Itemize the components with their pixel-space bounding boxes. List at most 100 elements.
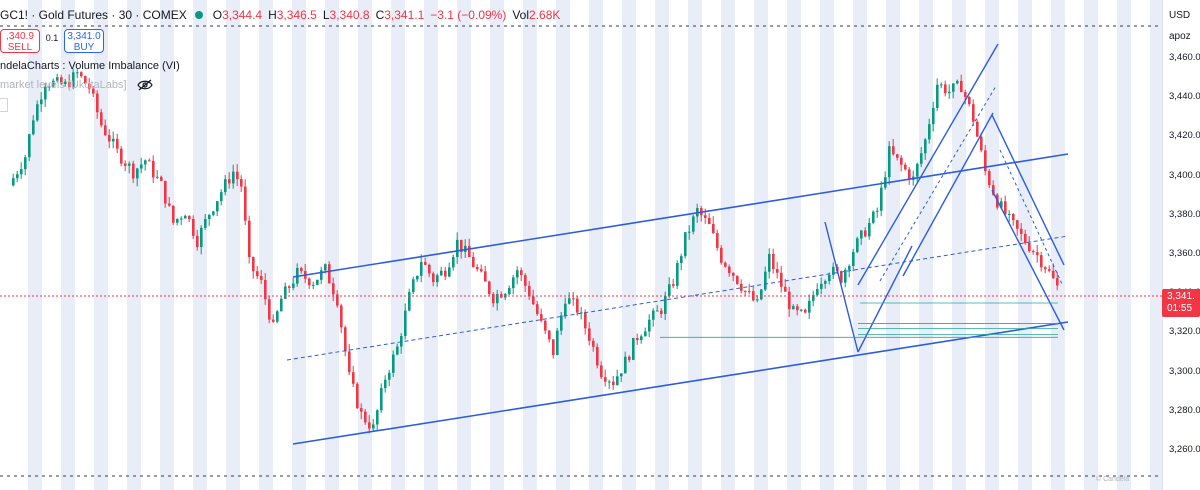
candle-body [980, 136, 983, 151]
symbol-title[interactable]: GC1! · Gold Futures · 30 · COMEX [0, 8, 187, 22]
candle-body [272, 319, 275, 322]
candle-body [92, 88, 95, 94]
candle-body [896, 154, 899, 158]
candle-body [260, 276, 263, 280]
candle-body [88, 83, 91, 89]
candle-body [432, 273, 435, 283]
channel-mid-line [286, 235, 1069, 361]
candle-body [356, 383, 359, 408]
channel-upper-line [292, 153, 1069, 278]
candle-body [208, 214, 211, 220]
candle-body [140, 164, 143, 169]
price-tick: 3,360.0 [1169, 248, 1200, 259]
session-band [754, 0, 768, 490]
candle-body [100, 112, 103, 126]
wedge-line-a [824, 221, 859, 353]
candle-body [312, 284, 315, 286]
candle-body [728, 266, 731, 273]
session-band [1051, 0, 1065, 490]
candle-body [440, 270, 443, 276]
price-axis[interactable]: USD apoz 3,460.0 3,440.0 3,420.0 3,400.0 3,3… [1162, 0, 1200, 490]
bar-countdown: 01:55 [1167, 303, 1193, 314]
collapse-legend-toggle[interactable] [0, 98, 8, 112]
candle-body [792, 306, 795, 310]
candle-body [496, 294, 499, 304]
currency-label[interactable]: USD [1169, 10, 1191, 21]
sell-button[interactable]: ,340.9 SELL [0, 29, 40, 53]
symbol-legend: GC1! · Gold Futures · 30 · COMEX O 3,344.… [0, 6, 566, 24]
candle-body [992, 185, 995, 195]
current-price-value: 3,341. [1167, 291, 1195, 302]
candle-body [332, 283, 335, 295]
candle-body [716, 233, 719, 248]
candle-body [248, 220, 251, 258]
candle-body [268, 299, 271, 320]
candle-body [108, 135, 111, 142]
candle-body [768, 253, 771, 272]
candle-body [480, 269, 483, 272]
candle-body [932, 107, 935, 125]
candle-body [664, 296, 667, 314]
candle-body [556, 330, 559, 355]
session-bands [28, 0, 1162, 490]
rising-channel-upper [857, 43, 999, 286]
candle-body [920, 153, 923, 164]
session-band [853, 0, 867, 490]
candle-body [924, 139, 927, 154]
trendline-drawings [0, 25, 1162, 477]
candle-body [180, 218, 183, 220]
price-tick: 3,280.0 [1169, 404, 1200, 416]
candle-body [796, 306, 799, 311]
candle-body [240, 179, 243, 187]
candle-body [344, 327, 347, 352]
market-status-dot-icon [194, 11, 203, 19]
candle-body [292, 283, 295, 288]
volume-label: Vol [512, 8, 530, 22]
session-band [424, 0, 438, 490]
candle-body [852, 252, 855, 267]
candle-body [776, 269, 779, 273]
candle-body [1036, 252, 1039, 256]
candle-body [144, 160, 147, 165]
candle-body [400, 336, 403, 347]
session-band [820, 0, 834, 490]
candle-body [808, 300, 811, 313]
candle-body [360, 407, 363, 412]
hidden-eye-icon[interactable] [136, 79, 153, 91]
candle-body [96, 93, 99, 113]
indicator-volume-imbalance[interactable]: ndelaCharts : Volume Imbalance (VI) [0, 60, 180, 72]
watermark: © Candela [1096, 476, 1130, 483]
candle-body [908, 169, 911, 180]
candle-body [544, 320, 547, 331]
candle-body [888, 146, 891, 178]
buy-button[interactable]: 3,341.0 BUY [64, 29, 104, 53]
session-band [1117, 0, 1131, 490]
candle-body [1044, 267, 1047, 270]
session-band [292, 0, 306, 490]
close-label: C [375, 8, 385, 22]
candle-body [672, 284, 675, 286]
candle-body [20, 169, 23, 175]
candle-body [492, 294, 495, 304]
candle-body [592, 340, 595, 347]
candle-body [976, 121, 979, 137]
candle-body [676, 262, 679, 286]
candle-body [32, 120, 35, 135]
candle-body [660, 310, 663, 314]
candle-body [328, 264, 331, 284]
candle-body [512, 277, 515, 289]
price-chart[interactable] [0, 0, 1162, 490]
candle-body [840, 271, 843, 283]
candle-body [772, 253, 775, 270]
candle-body [612, 381, 615, 385]
session-band [886, 0, 900, 490]
candle-body [652, 310, 655, 320]
high-value: 3,346.5 [276, 8, 317, 22]
candle-body [228, 179, 231, 184]
candle-body [848, 266, 851, 270]
candle-body [220, 192, 223, 202]
candle-body [216, 201, 219, 212]
indicator-market-levels[interactable]: market levels [UkutaLabs] [0, 79, 153, 91]
candle-body [380, 388, 383, 411]
candle-body [872, 211, 875, 223]
